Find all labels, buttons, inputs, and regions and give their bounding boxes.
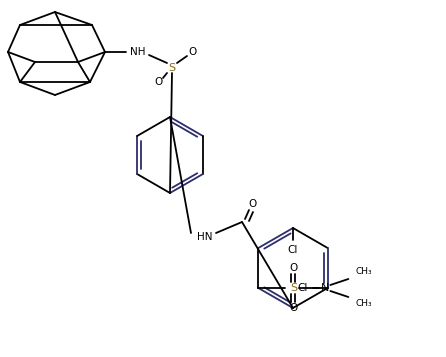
Text: S: S — [169, 63, 176, 73]
Text: CH₃: CH₃ — [355, 300, 372, 308]
Text: O: O — [154, 77, 162, 87]
Text: O: O — [289, 263, 297, 273]
Text: N: N — [321, 283, 330, 293]
Text: Cl: Cl — [288, 245, 298, 255]
Text: HN: HN — [197, 232, 213, 242]
Text: CH₃: CH₃ — [355, 267, 372, 277]
Text: O: O — [188, 47, 196, 57]
Text: NH: NH — [130, 47, 146, 57]
Text: O: O — [248, 199, 256, 209]
Text: S: S — [290, 283, 297, 293]
Text: O: O — [289, 303, 297, 313]
Text: Cl: Cl — [297, 283, 308, 293]
